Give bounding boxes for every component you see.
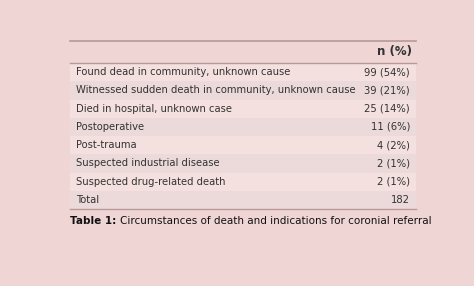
Bar — [70, 118, 416, 136]
Text: Postoperative: Postoperative — [76, 122, 144, 132]
Text: 4 (2%): 4 (2%) — [377, 140, 410, 150]
Text: 2 (1%): 2 (1%) — [377, 177, 410, 187]
Text: 11 (6%): 11 (6%) — [371, 122, 410, 132]
Bar — [70, 100, 416, 118]
Text: Circumstances of death and indications for coronial referral: Circumstances of death and indications f… — [120, 216, 431, 226]
Text: Table 1:: Table 1: — [70, 216, 120, 226]
Text: Post-trauma: Post-trauma — [76, 140, 137, 150]
Text: Total: Total — [76, 195, 99, 205]
Text: Suspected drug-related death: Suspected drug-related death — [76, 177, 225, 187]
Text: Witnessed sudden death in community, unknown cause: Witnessed sudden death in community, unk… — [76, 85, 356, 95]
Text: n (%): n (%) — [377, 45, 412, 58]
Text: 182: 182 — [391, 195, 410, 205]
Bar — [70, 81, 416, 100]
Text: 2 (1%): 2 (1%) — [377, 158, 410, 168]
Text: Died in hospital, unknown case: Died in hospital, unknown case — [76, 104, 232, 114]
Text: 39 (21%): 39 (21%) — [365, 85, 410, 95]
Bar — [70, 173, 416, 191]
Bar — [70, 154, 416, 173]
Text: 99 (54%): 99 (54%) — [365, 67, 410, 77]
Text: 25 (14%): 25 (14%) — [365, 104, 410, 114]
Bar — [70, 136, 416, 154]
Text: Suspected industrial disease: Suspected industrial disease — [76, 158, 219, 168]
Bar — [70, 191, 416, 209]
Bar — [70, 63, 416, 81]
Text: Found dead in community, unknown cause: Found dead in community, unknown cause — [76, 67, 290, 77]
